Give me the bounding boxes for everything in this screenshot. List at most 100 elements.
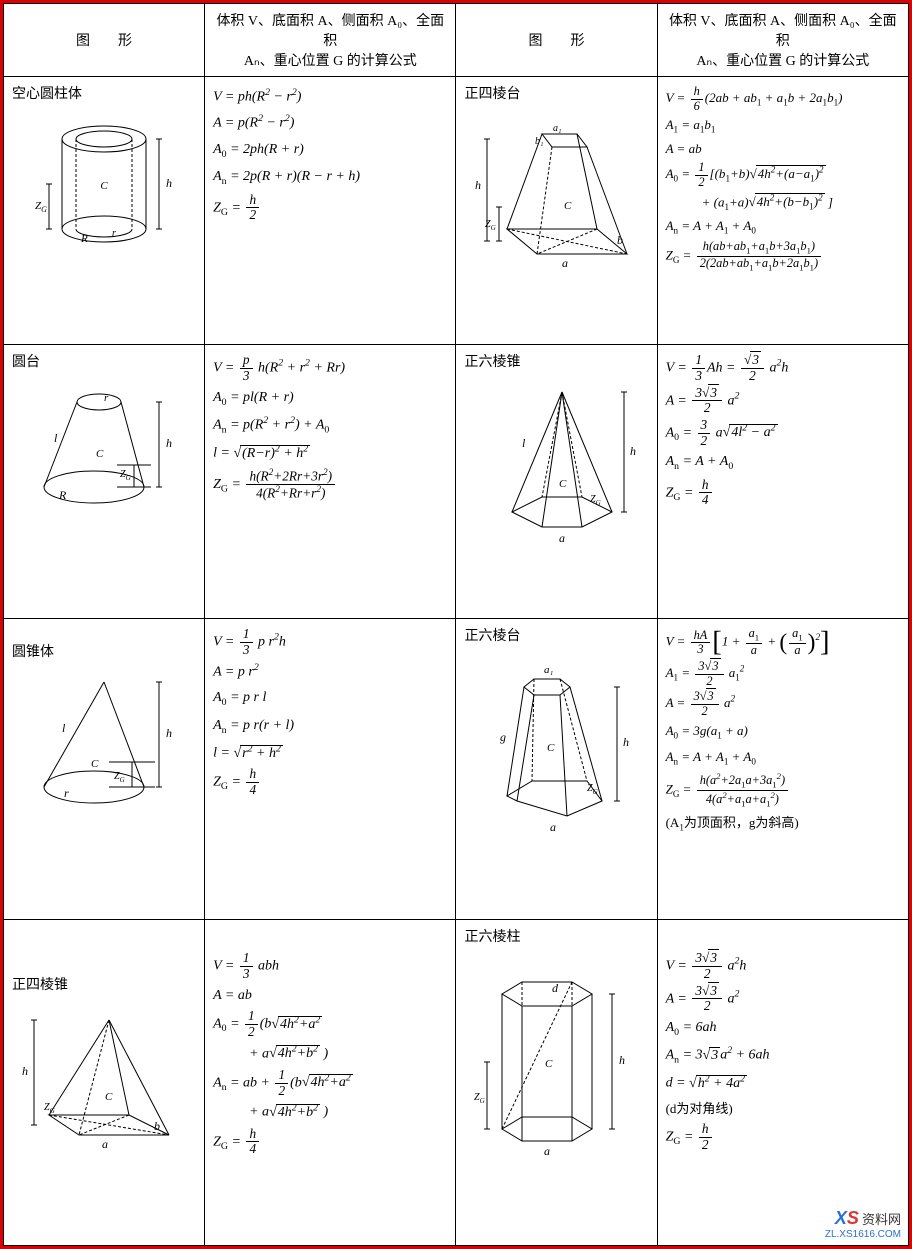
svg-text:l: l xyxy=(522,436,526,450)
header-formula-2: 体积 V、底面积 A、侧面积 A₀、全面积 Aₙ、重心位置 G 的计算公式 xyxy=(657,4,908,77)
svg-text:d: d xyxy=(552,981,559,995)
formula: V = h6(2ab + ab1 + a1b + 2a1b1) xyxy=(666,85,900,113)
svg-text:ZG: ZG xyxy=(35,200,47,214)
formula: + a4h2+b2 ) xyxy=(213,1100,447,1124)
formula: An = A + A1 + A0 xyxy=(666,216,900,238)
shape-label: 正六棱台 xyxy=(464,625,648,645)
svg-text:h: h xyxy=(623,735,629,749)
svg-text:h: h xyxy=(22,1064,28,1078)
svg-text:ZG: ZG xyxy=(474,1092,485,1105)
formula: A1 = a1b1 xyxy=(666,115,900,137)
table-row: 正四棱锥 C a b h ZG V = 13 abh A = ab xyxy=(4,919,909,1245)
header-formula-l2: Aₙ、重心位置 G 的计算公式 xyxy=(244,54,417,69)
watermark-url: ZL.XS1616.COM xyxy=(825,1229,901,1240)
formula-cell-square-frustum: V = h6(2ab + ab1 + a1b + 2a1b1) A1 = a1b… xyxy=(657,77,908,345)
formula: A = 332 a2 xyxy=(666,386,900,416)
formula: A0 = p r l xyxy=(213,686,447,711)
formula: A = ab xyxy=(666,139,900,159)
formula: V = 13 abh xyxy=(213,951,447,981)
svg-text:r: r xyxy=(64,786,69,800)
table-row: 圆锥体 C l r h ZG V = 13 p r2h A = p r2 A0 … xyxy=(4,619,909,919)
svg-text:a: a xyxy=(544,1144,550,1158)
formula: ZG = h(a2+2a1a+3a12)4(a2+a1a+a12) xyxy=(666,772,900,809)
watermark-x: X xyxy=(835,1208,847,1228)
formula: A = p(R2 − r2) xyxy=(213,111,447,135)
formula: A = 332 a2 xyxy=(666,690,900,718)
svg-text:R: R xyxy=(58,488,67,502)
formula-cell-hex-prism: V = 332 a2h A = 332 a2 A0 = 6ah An = 33a… xyxy=(657,919,908,1245)
formula: A0 = 6ah xyxy=(666,1016,900,1041)
header-formula-l1: 体积 V、底面积 A、侧面积 A₀、全面积 xyxy=(216,14,444,49)
svg-text:C: C xyxy=(564,200,572,212)
formula: V = 13 p r2h xyxy=(213,627,447,657)
formula-cell-hex-pyramid: V = 13Ah = 32 a2h A = 332 a2 A0 = 32 a4l… xyxy=(657,345,908,619)
formula: A0 = 12[(b1+b)4h2+(a−a1)2 xyxy=(666,161,900,189)
svg-text:C: C xyxy=(96,448,104,460)
shape-cell-square-pyramid: 正四棱锥 C a b h ZG xyxy=(4,919,205,1245)
formula: + a4h2+b2 ) xyxy=(213,1042,447,1066)
shape-cell-square-frustum: 正四棱台 C a₁ b₁ a b h ZG xyxy=(456,77,657,345)
formula: A0 = pl(R + r) xyxy=(213,386,447,411)
hex-prism-icon: C d a h ZG xyxy=(472,952,642,1162)
formula: d = h2 + 4a2 xyxy=(666,1071,900,1095)
svg-text:a: a xyxy=(562,256,568,269)
svg-text:h: h xyxy=(619,1053,625,1067)
formula-note: (d为对角线) xyxy=(666,1098,900,1120)
header-formula-l2b: Aₙ、重心位置 G 的计算公式 xyxy=(696,54,869,69)
shape-label: 正四棱台 xyxy=(464,83,648,103)
shape-label: 正六棱锥 xyxy=(464,351,648,371)
formula: An = 2p(R + r)(R − r + h) xyxy=(213,165,447,190)
formula: An = A + A1 + A0 xyxy=(666,746,900,770)
formula: An = ab + 12(b4h2+a2 xyxy=(213,1068,447,1098)
formula: A0 = 12(b4h2+a2 xyxy=(213,1009,447,1039)
formula: An = p r(r + l) xyxy=(213,714,447,739)
svg-text:a: a xyxy=(550,820,556,834)
svg-text:C: C xyxy=(105,1091,113,1103)
formula-cell-hex-frustum: V = hA3[1 + a1a + (a1a)2] A1 = 332 a12 A… xyxy=(657,619,908,919)
svg-text:C: C xyxy=(545,1058,553,1070)
svg-text:R: R xyxy=(80,233,88,245)
svg-text:a: a xyxy=(559,531,565,545)
shape-cell-cone: 圆锥体 C l r h ZG xyxy=(4,619,205,919)
formula: A = p r2 xyxy=(213,660,447,684)
svg-text:a: a xyxy=(102,1137,108,1150)
svg-text:g: g xyxy=(500,730,506,744)
svg-text:a₁: a₁ xyxy=(544,664,554,676)
formula: V = hA3[1 + a1a + (a1a)2] xyxy=(666,627,900,658)
formula-cell-square-pyramid: V = 13 abh A = ab A0 = 12(b4h2+a2 + a4h2… xyxy=(205,919,456,1245)
shape-label: 正六棱柱 xyxy=(464,926,648,946)
formula: ZG = h(ab+ab1+a1b+3a1b1)2(2ab+ab1+a1b+2a… xyxy=(666,240,900,273)
header-shape-1: 图 形 xyxy=(4,4,205,77)
formula: A0 = 3g(a1 + a) xyxy=(666,720,900,744)
svg-text:b: b xyxy=(154,1119,160,1133)
formula: + (a1+a)4h2+(b−b1)2 ] xyxy=(666,191,900,214)
cone-frustum-icon: C r l R h ZG xyxy=(24,377,184,517)
shape-label: 空心圆柱体 xyxy=(12,83,196,103)
formula-table: 图 形 体积 V、底面积 A、侧面积 A₀、全面积 Aₙ、重心位置 G 的计算公… xyxy=(3,3,909,1246)
formula: A0 = 2ph(R + r) xyxy=(213,138,447,163)
svg-text:h: h xyxy=(166,436,172,450)
header-formula-l1b: 体积 V、底面积 A、侧面积 A₀、全面积 xyxy=(669,14,897,49)
shape-cell-hex-pyramid: 正六棱锥 C l a h ZG xyxy=(456,345,657,619)
svg-text:h: h xyxy=(166,176,172,190)
svg-text:b: b xyxy=(617,233,623,247)
svg-text:C: C xyxy=(547,742,555,754)
watermark-s: S xyxy=(847,1208,859,1228)
shape-label: 圆台 xyxy=(12,351,196,371)
formula: A = ab xyxy=(213,984,447,1008)
formula: ZG = h4 xyxy=(213,767,447,797)
svg-text:r: r xyxy=(112,228,116,239)
hex-frustum-icon: C a₁ g a h ZG xyxy=(472,651,642,841)
svg-text:l: l xyxy=(54,431,58,445)
formula: ZG = h4 xyxy=(213,1127,447,1157)
formula: l = r2 + h2 xyxy=(213,741,447,765)
formula: An = p(R2 + r2) + A0 xyxy=(213,413,447,439)
formula: V = p3 h(R2 + r2 + Rr) xyxy=(213,353,447,383)
watermark-text: 资料网 xyxy=(862,1212,901,1227)
svg-text:h: h xyxy=(166,726,172,740)
svg-text:a₁: a₁ xyxy=(553,123,561,134)
formula-note: (A1为顶面积，g为斜高) xyxy=(666,812,900,836)
header-shape-2: 图 形 xyxy=(456,4,657,77)
watermark: XS 资料网 ZL.XS1616.COM xyxy=(825,1208,901,1240)
table-row: 圆台 C r l R h ZG V = p3 h(R2 + r2 + Rr) A… xyxy=(4,345,909,619)
